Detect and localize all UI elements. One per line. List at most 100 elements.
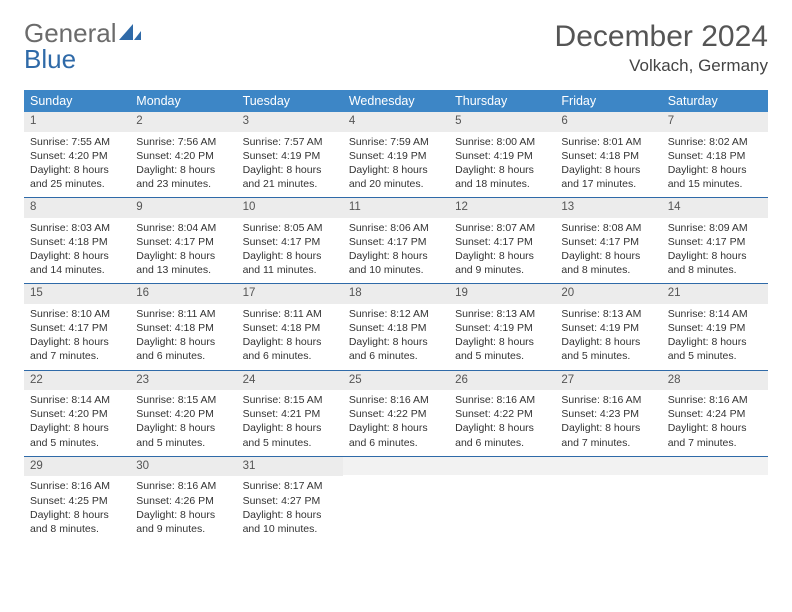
daylight-text: Daylight: 8 hours	[243, 508, 337, 522]
sunset-text: Sunset: 4:17 PM	[561, 235, 655, 249]
sunrise-text: Sunrise: 8:00 AM	[455, 135, 549, 149]
sunrise-text: Sunrise: 8:12 AM	[349, 307, 443, 321]
daylight-text: and 13 minutes.	[136, 263, 230, 277]
sunrise-text: Sunrise: 8:13 AM	[561, 307, 655, 321]
daylight-text: Daylight: 8 hours	[668, 421, 762, 435]
sunset-text: Sunset: 4:18 PM	[30, 235, 124, 249]
sunrise-text: Sunrise: 7:56 AM	[136, 135, 230, 149]
day-details: Sunrise: 8:02 AMSunset: 4:18 PMDaylight:…	[662, 132, 768, 198]
daylight-text: and 7 minutes.	[561, 436, 655, 450]
sunset-text: Sunset: 4:18 PM	[349, 321, 443, 335]
sunrise-text: Sunrise: 8:02 AM	[668, 135, 762, 149]
date-number	[555, 457, 661, 475]
sunset-text: Sunset: 4:19 PM	[668, 321, 762, 335]
calendar-day: 27Sunrise: 8:16 AMSunset: 4:23 PMDayligh…	[555, 371, 661, 456]
date-number: 2	[130, 112, 236, 132]
day-details: Sunrise: 8:00 AMSunset: 4:19 PMDaylight:…	[449, 132, 555, 198]
daylight-text: Daylight: 8 hours	[668, 163, 762, 177]
calendar-day: 3Sunrise: 7:57 AMSunset: 4:19 PMDaylight…	[237, 112, 343, 197]
calendar-day: 12Sunrise: 8:07 AMSunset: 4:17 PMDayligh…	[449, 198, 555, 283]
day-details: Sunrise: 8:06 AMSunset: 4:17 PMDaylight:…	[343, 218, 449, 284]
sunset-text: Sunset: 4:22 PM	[349, 407, 443, 421]
calendar-day: 20Sunrise: 8:13 AMSunset: 4:19 PMDayligh…	[555, 284, 661, 369]
daylight-text: Daylight: 8 hours	[349, 335, 443, 349]
brand-logo: General Blue	[24, 20, 141, 72]
calendar-day: 21Sunrise: 8:14 AMSunset: 4:19 PMDayligh…	[662, 284, 768, 369]
date-number: 22	[24, 371, 130, 391]
sunset-text: Sunset: 4:19 PM	[349, 149, 443, 163]
sunrise-text: Sunrise: 8:08 AM	[561, 221, 655, 235]
sunset-text: Sunset: 4:18 PM	[243, 321, 337, 335]
logo-sail-icon	[119, 24, 141, 42]
day-details: Sunrise: 8:05 AMSunset: 4:17 PMDaylight:…	[237, 218, 343, 284]
calendar-day: 1Sunrise: 7:55 AMSunset: 4:20 PMDaylight…	[24, 112, 130, 197]
calendar-day: 29Sunrise: 8:16 AMSunset: 4:25 PMDayligh…	[24, 457, 130, 542]
daylight-text: Daylight: 8 hours	[349, 163, 443, 177]
day-details: Sunrise: 8:13 AMSunset: 4:19 PMDaylight:…	[449, 304, 555, 370]
sunrise-text: Sunrise: 8:17 AM	[243, 479, 337, 493]
calendar-day: 13Sunrise: 8:08 AMSunset: 4:17 PMDayligh…	[555, 198, 661, 283]
calendar-day: 16Sunrise: 8:11 AMSunset: 4:18 PMDayligh…	[130, 284, 236, 369]
daylight-text: and 7 minutes.	[30, 349, 124, 363]
calendar-day: 14Sunrise: 8:09 AMSunset: 4:17 PMDayligh…	[662, 198, 768, 283]
daylight-text: Daylight: 8 hours	[30, 163, 124, 177]
page-title: December 2024	[555, 20, 768, 54]
sunrise-text: Sunrise: 8:14 AM	[30, 393, 124, 407]
date-number	[449, 457, 555, 475]
daylight-text: Daylight: 8 hours	[561, 249, 655, 263]
calendar-week: 29Sunrise: 8:16 AMSunset: 4:25 PMDayligh…	[24, 456, 768, 542]
date-number: 16	[130, 284, 236, 304]
sunset-text: Sunset: 4:17 PM	[30, 321, 124, 335]
sunrise-text: Sunrise: 8:01 AM	[561, 135, 655, 149]
date-number: 4	[343, 112, 449, 132]
calendar-day: 30Sunrise: 8:16 AMSunset: 4:26 PMDayligh…	[130, 457, 236, 542]
day-details: Sunrise: 7:56 AMSunset: 4:20 PMDaylight:…	[130, 132, 236, 198]
date-number: 5	[449, 112, 555, 132]
daylight-text: Daylight: 8 hours	[349, 421, 443, 435]
sunrise-text: Sunrise: 7:59 AM	[349, 135, 443, 149]
daylight-text: Daylight: 8 hours	[136, 163, 230, 177]
sunrise-text: Sunrise: 8:15 AM	[243, 393, 337, 407]
calendar-day: 8Sunrise: 8:03 AMSunset: 4:18 PMDaylight…	[24, 198, 130, 283]
day-details: Sunrise: 8:04 AMSunset: 4:17 PMDaylight:…	[130, 218, 236, 284]
daylight-text: and 8 minutes.	[561, 263, 655, 277]
date-number: 19	[449, 284, 555, 304]
sunset-text: Sunset: 4:20 PM	[136, 149, 230, 163]
daylight-text: Daylight: 8 hours	[668, 249, 762, 263]
date-number: 28	[662, 371, 768, 391]
weekday-label: Wednesday	[343, 90, 449, 112]
date-number: 14	[662, 198, 768, 218]
sunset-text: Sunset: 4:22 PM	[455, 407, 549, 421]
daylight-text: and 6 minutes.	[349, 349, 443, 363]
sunrise-text: Sunrise: 8:14 AM	[668, 307, 762, 321]
sunrise-text: Sunrise: 8:16 AM	[30, 479, 124, 493]
daylight-text: Daylight: 8 hours	[561, 163, 655, 177]
day-details: Sunrise: 8:11 AMSunset: 4:18 PMDaylight:…	[130, 304, 236, 370]
daylight-text: and 6 minutes.	[136, 349, 230, 363]
sunset-text: Sunset: 4:19 PM	[455, 149, 549, 163]
sunset-text: Sunset: 4:18 PM	[561, 149, 655, 163]
calendar-day: 10Sunrise: 8:05 AMSunset: 4:17 PMDayligh…	[237, 198, 343, 283]
calendar: Sunday Monday Tuesday Wednesday Thursday…	[24, 90, 768, 542]
day-details: Sunrise: 8:16 AMSunset: 4:22 PMDaylight:…	[343, 390, 449, 456]
date-number: 23	[130, 371, 236, 391]
day-details: Sunrise: 8:14 AMSunset: 4:19 PMDaylight:…	[662, 304, 768, 370]
daylight-text: Daylight: 8 hours	[455, 249, 549, 263]
weekday-header: Sunday Monday Tuesday Wednesday Thursday…	[24, 90, 768, 112]
daylight-text: Daylight: 8 hours	[243, 335, 337, 349]
daylight-text: Daylight: 8 hours	[30, 335, 124, 349]
calendar-day	[662, 457, 768, 542]
location: Volkach, Germany	[555, 56, 768, 76]
day-details: Sunrise: 8:16 AMSunset: 4:23 PMDaylight:…	[555, 390, 661, 456]
daylight-text: and 14 minutes.	[30, 263, 124, 277]
daylight-text: Daylight: 8 hours	[243, 249, 337, 263]
sunset-text: Sunset: 4:20 PM	[30, 407, 124, 421]
date-number: 20	[555, 284, 661, 304]
calendar-day: 26Sunrise: 8:16 AMSunset: 4:22 PMDayligh…	[449, 371, 555, 456]
daylight-text: Daylight: 8 hours	[136, 335, 230, 349]
date-number: 7	[662, 112, 768, 132]
day-details: Sunrise: 7:57 AMSunset: 4:19 PMDaylight:…	[237, 132, 343, 198]
brand-text: General Blue	[24, 20, 141, 72]
date-number: 17	[237, 284, 343, 304]
date-number: 3	[237, 112, 343, 132]
